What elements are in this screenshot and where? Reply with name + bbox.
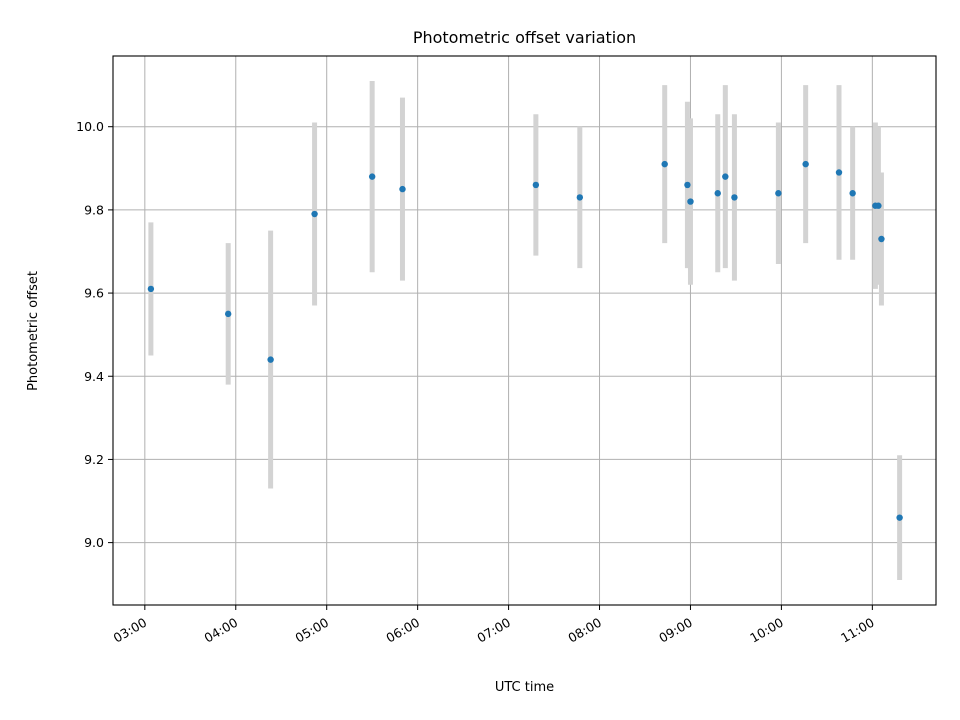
data-point xyxy=(896,514,903,521)
data-point xyxy=(684,181,691,189)
data-point xyxy=(849,190,856,197)
y-tick-label: 9.4 xyxy=(84,369,104,384)
data-point xyxy=(368,173,376,180)
x-axis-label: UTC time xyxy=(495,680,554,695)
data-point xyxy=(224,310,232,318)
y-axis-ticks: 9.0 9.2 9.4 9.6 9.8 10.0 xyxy=(76,119,113,550)
grid-lines xyxy=(113,56,936,605)
data-point xyxy=(875,202,882,209)
data-point xyxy=(731,194,738,201)
data-point xyxy=(399,185,406,193)
y-tick-label: 9.0 xyxy=(84,535,104,550)
y-tick-label: 9.6 xyxy=(84,286,104,301)
data-point xyxy=(311,210,318,218)
data-point xyxy=(722,173,729,180)
y-tick-label: 10.0 xyxy=(76,119,104,134)
data-point xyxy=(878,235,885,243)
y-axis-label: Photometric offset xyxy=(26,271,41,391)
data-point xyxy=(576,194,584,201)
data-point xyxy=(532,181,540,189)
chart-title: Photometric offset variation xyxy=(413,28,636,47)
data-point xyxy=(714,190,721,197)
data-point xyxy=(147,285,155,293)
plot-frame xyxy=(112,55,937,606)
data-point xyxy=(661,160,668,168)
data-point xyxy=(802,160,809,168)
data-point xyxy=(775,190,782,197)
y-tick-label: 9.8 xyxy=(84,202,104,217)
data-points xyxy=(147,160,903,521)
data-point xyxy=(835,169,843,176)
y-tick-label: 9.2 xyxy=(84,452,104,467)
data-point xyxy=(267,356,274,363)
data-point xyxy=(687,198,694,205)
